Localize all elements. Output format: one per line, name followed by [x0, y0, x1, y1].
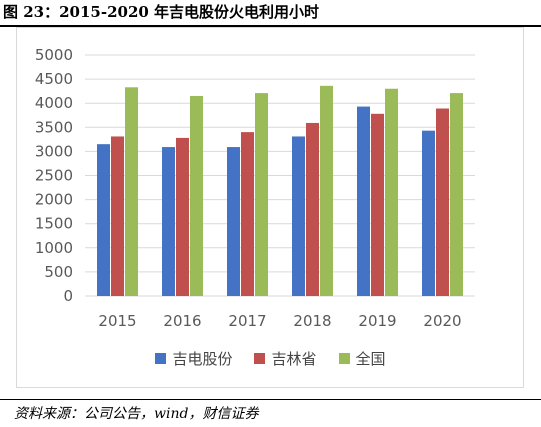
y-tick-label: 0: [63, 287, 73, 305]
y-tick-label: 4000: [35, 94, 73, 112]
bar: [176, 137, 189, 296]
chart-legend: 吉电股份 吉林省 全国: [0, 348, 541, 369]
legend-item-jilin: 吉林省: [254, 348, 317, 369]
legend-swatch-jidian: [155, 353, 167, 364]
bar: [422, 130, 435, 296]
y-tick-label: 2000: [35, 191, 73, 209]
legend-item-national: 全国: [338, 348, 386, 369]
bar: [97, 144, 110, 296]
bar: [436, 108, 449, 296]
x-tick-label: 2019: [358, 312, 396, 330]
y-tick-label: 1000: [35, 239, 73, 257]
source-rule: [0, 399, 541, 400]
x-tick-label: 2015: [98, 312, 136, 330]
bar: [385, 88, 398, 297]
x-tick-label: 2018: [293, 312, 331, 330]
y-tick-label: 2500: [35, 167, 73, 185]
y-tick-label: 3500: [35, 118, 73, 136]
bar: [292, 136, 305, 296]
x-tick-label: 2016: [163, 312, 201, 330]
bar: [162, 147, 175, 296]
y-tick-label: 1500: [35, 215, 73, 233]
bar: [255, 93, 268, 296]
x-tick-label: 2020: [423, 312, 461, 330]
x-tick-label: 2017: [228, 312, 266, 330]
bar: [125, 87, 138, 296]
figure-title: 图 23：2015-2020 年吉电股份火电利用小时: [3, 3, 320, 21]
bar: [241, 132, 254, 296]
bar: [450, 93, 463, 296]
legend-swatch-jilin: [254, 353, 266, 364]
bar: [357, 106, 370, 296]
legend-swatch-national: [338, 353, 350, 364]
bar: [227, 147, 240, 296]
bar: [190, 95, 203, 296]
bar: [306, 122, 319, 296]
legend-label-national: 全国: [355, 350, 386, 368]
bar: [320, 85, 333, 297]
legend-item-jidian: 吉电股份: [155, 348, 232, 369]
y-tick-label: 500: [44, 263, 73, 281]
bar: [371, 113, 384, 296]
title-rule: [0, 25, 541, 27]
legend-label-jidian: 吉电股份: [172, 350, 233, 368]
y-tick-label: 4500: [35, 70, 73, 88]
figure-source: 资料来源：公司公告，wind，财信证券: [14, 406, 259, 422]
y-tick-label: 3000: [35, 142, 73, 160]
legend-label-jilin: 吉林省: [271, 350, 317, 368]
bar: [111, 136, 124, 296]
y-tick-label: 5000: [35, 46, 73, 64]
